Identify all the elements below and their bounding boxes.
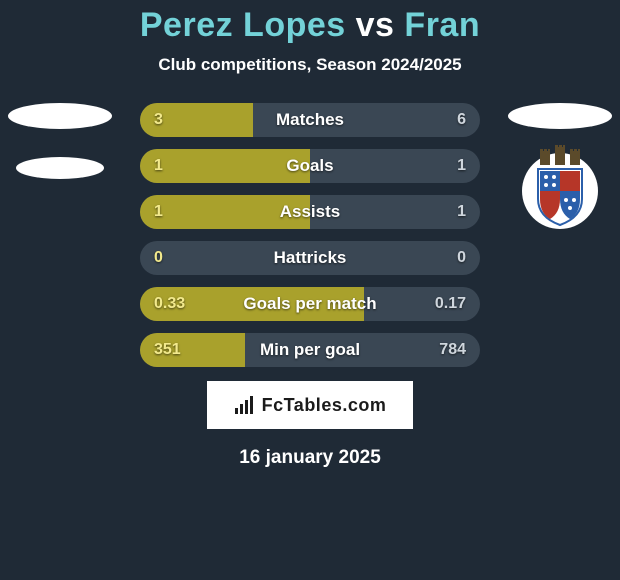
team-placeholder-ellipse [8, 103, 112, 129]
stat-fill-left [140, 287, 364, 321]
stat-row: 0 0Hattricks [140, 241, 480, 275]
branding-box: FcTables.com [207, 381, 413, 429]
fctables-icon [234, 394, 256, 416]
stat-label: Hattricks [140, 241, 480, 275]
right-badge-column [500, 103, 620, 229]
title-vs: vs [356, 6, 395, 44]
stat-value-left: 0 [154, 241, 163, 275]
stat-fill-left [140, 195, 310, 229]
title-player2: Fran [404, 6, 480, 44]
stat-row: 11Goals [140, 149, 480, 183]
left-badge-column [0, 103, 120, 179]
subtitle: Club competitions, Season 2024/2025 [0, 55, 620, 75]
chart-area: 36Matches 11Goals 11Assists 0 0Hattricks 0.33… [0, 103, 620, 367]
stat-value-right: 784 [439, 333, 466, 367]
stat-row: 11Assists [140, 195, 480, 229]
stat-row: 0.330.17Goals per match [140, 287, 480, 321]
team-placeholder-ellipse [508, 103, 612, 129]
page-title: Perez Lopes vs Fran [0, 6, 620, 45]
title-player1: Perez Lopes [140, 6, 346, 44]
branding-text: FcTables.com [262, 395, 387, 416]
stat-value-right: 1 [457, 149, 466, 183]
team-placeholder-ellipse [16, 157, 104, 179]
content-root: Perez Lopes vs Fran Club competitions, S… [0, 0, 620, 580]
stat-fill-left [140, 103, 253, 137]
club-crest [518, 145, 602, 229]
stat-row: 36Matches [140, 103, 480, 137]
comparison-bars: 36Matches 11Goals 11Assists 0 0Hattricks 0.33… [140, 103, 480, 367]
stat-value-right: 1 [457, 195, 466, 229]
stat-fill-left [140, 149, 310, 183]
stat-value-right: 6 [457, 103, 466, 137]
stat-fill-left [140, 333, 245, 367]
stat-value-right: 0 [457, 241, 466, 275]
date-label: 16 january 2025 [0, 447, 620, 469]
stat-row: 351784Min per goal [140, 333, 480, 367]
stat-value-right: 0.17 [435, 287, 466, 321]
